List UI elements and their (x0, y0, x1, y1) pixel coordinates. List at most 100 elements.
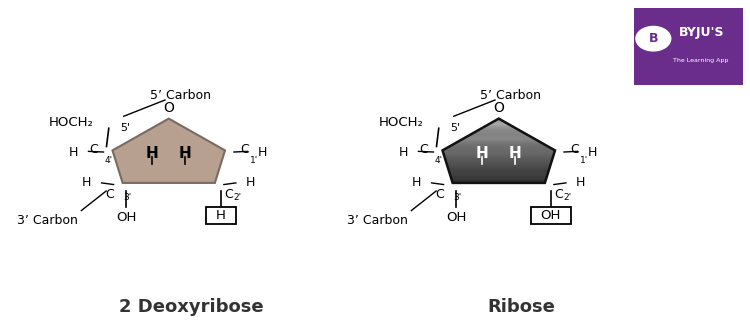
Polygon shape (446, 163, 551, 165)
Text: 2': 2' (234, 193, 242, 202)
Polygon shape (445, 157, 553, 158)
Polygon shape (447, 166, 550, 167)
Polygon shape (444, 155, 554, 156)
Text: OH: OH (446, 211, 466, 224)
Polygon shape (489, 123, 508, 124)
Polygon shape (476, 130, 521, 132)
Text: 3': 3' (453, 193, 461, 202)
Polygon shape (453, 143, 544, 144)
Text: C: C (106, 188, 114, 202)
Text: 4': 4' (104, 156, 112, 164)
Text: 4': 4' (434, 156, 442, 164)
Text: 1': 1' (580, 156, 588, 164)
Text: 5': 5' (120, 123, 130, 133)
Polygon shape (452, 180, 546, 181)
Text: 1': 1' (250, 156, 258, 164)
Text: 3’ Carbon: 3’ Carbon (347, 214, 408, 227)
Polygon shape (470, 134, 527, 135)
Polygon shape (495, 120, 502, 121)
Text: HOCH₂: HOCH₂ (49, 116, 94, 129)
Text: H: H (82, 176, 92, 189)
Text: C: C (88, 143, 98, 156)
Polygon shape (493, 121, 505, 122)
Polygon shape (446, 159, 552, 161)
Polygon shape (488, 124, 510, 125)
Text: H: H (399, 147, 408, 160)
Text: 3’ Carbon: 3’ Carbon (17, 214, 78, 227)
Text: O: O (494, 101, 504, 115)
Text: 2 Deoxyribose: 2 Deoxyribose (119, 298, 263, 316)
Polygon shape (480, 128, 518, 129)
Polygon shape (442, 119, 555, 183)
Polygon shape (452, 181, 545, 182)
Text: H: H (69, 147, 78, 160)
Text: H: H (178, 146, 192, 161)
Text: H: H (246, 176, 256, 189)
Polygon shape (446, 162, 551, 163)
Polygon shape (464, 137, 533, 138)
FancyBboxPatch shape (629, 5, 747, 87)
Polygon shape (447, 165, 550, 166)
Text: C: C (570, 143, 579, 156)
Polygon shape (448, 167, 550, 168)
Polygon shape (443, 153, 554, 154)
Polygon shape (446, 148, 552, 149)
Polygon shape (443, 154, 554, 155)
Polygon shape (482, 127, 516, 128)
Text: H: H (576, 176, 586, 189)
Text: Ribose: Ribose (488, 298, 555, 316)
Text: H: H (146, 146, 159, 161)
Polygon shape (485, 125, 512, 126)
Text: H: H (412, 176, 422, 189)
Text: 5’ Carbon: 5’ Carbon (149, 89, 211, 102)
Polygon shape (445, 158, 553, 159)
Text: H: H (509, 146, 522, 161)
Text: BYJU'S: BYJU'S (679, 26, 724, 39)
Polygon shape (442, 151, 555, 152)
Polygon shape (469, 135, 529, 136)
Text: The Learning App: The Learning App (674, 58, 729, 62)
Polygon shape (452, 179, 546, 180)
Polygon shape (448, 168, 550, 169)
Text: C: C (554, 188, 563, 202)
Polygon shape (466, 136, 531, 137)
Polygon shape (457, 141, 541, 142)
Polygon shape (112, 119, 225, 183)
Polygon shape (443, 152, 554, 153)
Text: H: H (588, 147, 597, 160)
Polygon shape (444, 149, 554, 150)
Polygon shape (472, 133, 525, 134)
Text: B: B (649, 32, 658, 45)
Polygon shape (449, 171, 548, 172)
Text: H: H (216, 209, 226, 222)
Polygon shape (448, 147, 550, 148)
Polygon shape (484, 126, 514, 127)
Polygon shape (449, 173, 548, 174)
Text: 3': 3' (123, 193, 132, 202)
Polygon shape (459, 140, 538, 141)
Polygon shape (449, 145, 548, 147)
Text: H: H (476, 146, 489, 161)
Polygon shape (446, 161, 552, 162)
Text: OH: OH (541, 209, 561, 222)
Text: C: C (419, 143, 428, 156)
Polygon shape (450, 174, 548, 176)
Polygon shape (448, 170, 549, 171)
Polygon shape (449, 172, 548, 173)
Text: C: C (240, 143, 249, 156)
Polygon shape (452, 182, 545, 183)
Text: OH: OH (116, 211, 136, 224)
Text: C: C (436, 188, 444, 202)
Text: 5': 5' (450, 123, 460, 133)
Circle shape (636, 26, 670, 51)
Polygon shape (451, 176, 547, 177)
Polygon shape (463, 138, 535, 139)
Polygon shape (460, 139, 537, 140)
Polygon shape (474, 132, 524, 133)
Text: C: C (225, 188, 233, 202)
Polygon shape (496, 119, 501, 120)
Text: H: H (258, 147, 267, 160)
FancyBboxPatch shape (206, 207, 236, 224)
Text: HOCH₂: HOCH₂ (379, 116, 424, 129)
Text: O: O (164, 101, 174, 115)
